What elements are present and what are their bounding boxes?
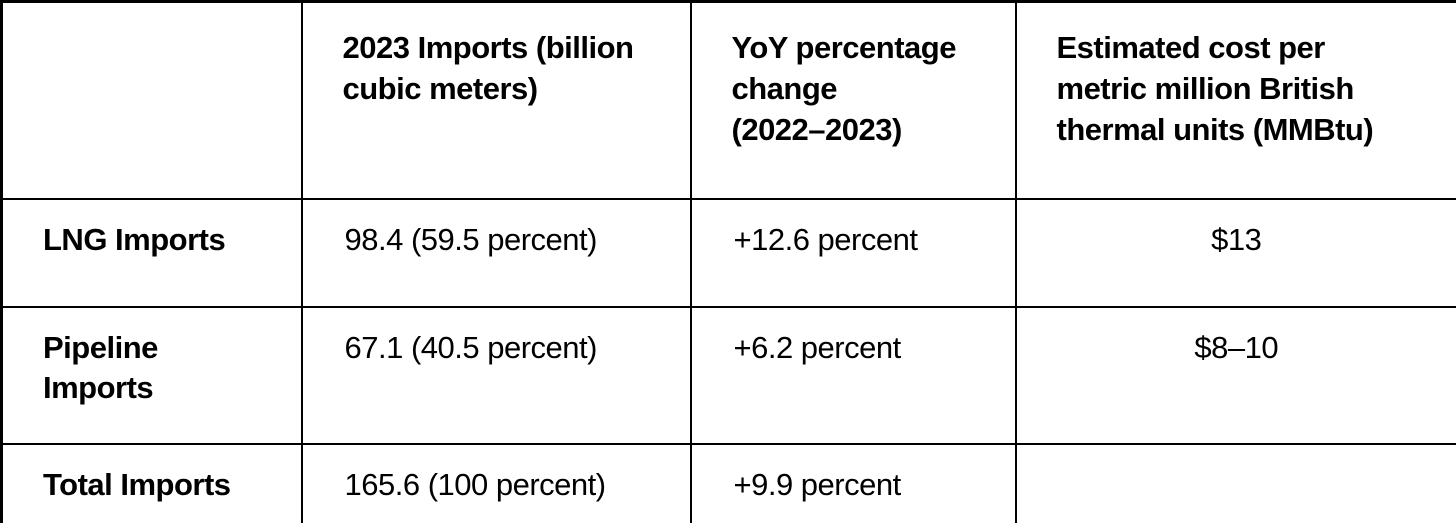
row-label-total-imports: Total Imports	[0, 442, 303, 523]
header-cell-2023-imports: 2023 Imports (billion cubic meters)	[300, 0, 692, 200]
header-cell-empty	[0, 0, 303, 200]
cell-lng-yoy-change: +12.6 percent	[689, 197, 1017, 308]
cell-pipeline-cost-mmbtu: $8–10	[1014, 305, 1456, 445]
row-label-pipeline-imports: Pipeline Imports	[0, 305, 303, 445]
table-row-lng-imports: LNG Imports 98.4 (59.5 percent) +12.6 pe…	[0, 197, 1456, 308]
table-header-row: 2023 Imports (billion cubic meters) YoY …	[0, 0, 1456, 200]
table-row-total-imports: Total Imports 165.6 (100 percent) +9.9 p…	[0, 442, 1456, 523]
header-cell-yoy-change: YoY percentage change (2022–2023)	[689, 0, 1017, 200]
cell-total-cost-mmbtu	[1014, 442, 1456, 523]
cell-pipeline-imports-volume: 67.1 (40.5 percent)	[300, 305, 692, 445]
row-label-lng-imports: LNG Imports	[0, 197, 303, 308]
cell-total-imports-volume: 165.6 (100 percent)	[300, 442, 692, 523]
header-cell-cost-mmbtu: Estimated cost per metric million Britis…	[1014, 0, 1456, 200]
cell-lng-imports-volume: 98.4 (59.5 percent)	[300, 197, 692, 308]
cell-total-yoy-change: +9.9 percent	[689, 442, 1017, 523]
cell-pipeline-yoy-change: +6.2 percent	[689, 305, 1017, 445]
cell-lng-cost-mmbtu: $13	[1014, 197, 1456, 308]
table-row-pipeline-imports: Pipeline Imports 67.1 (40.5 percent) +6.…	[0, 305, 1456, 445]
